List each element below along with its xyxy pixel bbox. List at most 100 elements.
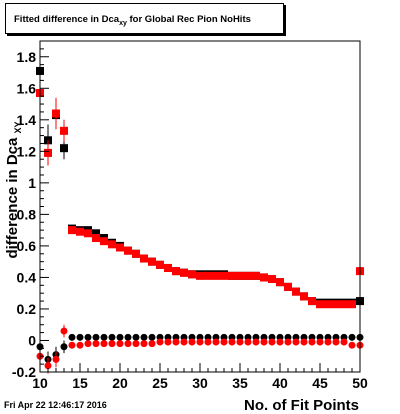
y-axis-label: difference in Dca XY — [4, 121, 23, 258]
data-point — [132, 249, 140, 258]
data-point — [156, 260, 164, 269]
data-point — [244, 338, 252, 346]
data-point — [44, 362, 52, 370]
svg-text:difference in Dca XY: difference in Dca XY — [4, 121, 23, 258]
x-tick-label: 25 — [152, 375, 168, 391]
data-point — [92, 333, 100, 341]
x-tick-label: 40 — [272, 375, 288, 391]
data-point — [84, 229, 92, 238]
data-point — [140, 333, 148, 341]
data-point — [60, 144, 68, 153]
series-0 — [36, 64, 364, 307]
data-point — [236, 338, 244, 346]
data-point — [204, 271, 212, 280]
series-1 — [36, 83, 364, 309]
data-point — [188, 270, 196, 279]
data-point — [108, 333, 116, 341]
data-point — [124, 246, 132, 255]
data-point — [52, 109, 60, 118]
x-tick-label: 50 — [352, 375, 368, 391]
data-point — [164, 338, 172, 346]
y-tick-label: 1.4 — [17, 112, 37, 128]
data-point — [180, 338, 188, 346]
data-point — [196, 271, 204, 280]
data-point — [324, 300, 332, 309]
data-point — [316, 338, 324, 346]
data-point — [100, 237, 108, 246]
y-tick-label: 0 — [28, 332, 36, 348]
data-point — [84, 340, 92, 348]
timestamp: Fri Apr 22 12:46:17 2016 — [4, 400, 107, 410]
data-point — [148, 333, 156, 341]
y-axis-label-subscript: XY — [13, 121, 23, 133]
data-point — [172, 267, 180, 276]
data-point — [60, 343, 68, 351]
y-tick-label: 1.6 — [17, 80, 37, 96]
data-point — [300, 292, 308, 301]
chart-marks — [36, 64, 364, 374]
data-point — [148, 340, 156, 348]
data-point — [180, 268, 188, 277]
data-point — [76, 227, 84, 236]
data-point — [68, 341, 76, 349]
x-tick-label: 45 — [312, 375, 328, 391]
data-point — [164, 263, 172, 272]
data-point — [44, 148, 52, 157]
data-point — [348, 300, 356, 309]
data-point — [148, 257, 156, 266]
data-point — [132, 340, 140, 348]
data-point — [100, 340, 108, 348]
chart-title: Fitted difference in Dcaxy for Global Re… — [14, 14, 251, 27]
data-point — [140, 254, 148, 263]
data-point — [60, 327, 68, 335]
data-point — [252, 338, 260, 346]
data-point — [324, 338, 332, 346]
data-point — [100, 333, 108, 341]
x-tick-label: 30 — [192, 375, 208, 391]
data-point — [108, 340, 116, 348]
x-tick-label: 35 — [232, 375, 248, 391]
data-point — [108, 240, 116, 249]
chart-title-main: Fitted difference in Dca — [14, 14, 120, 25]
plot-frame — [39, 40, 361, 373]
y-tick-label: 1.2 — [17, 143, 37, 159]
data-point — [132, 333, 140, 341]
data-point — [348, 341, 356, 349]
data-point — [292, 287, 300, 296]
data-point — [300, 338, 308, 346]
x-axis-label: No. of Fit Points — [244, 397, 359, 414]
data-point — [68, 226, 76, 235]
y-tick-label: 0.6 — [17, 238, 37, 254]
data-point — [212, 271, 220, 280]
data-point — [268, 338, 276, 346]
data-point — [92, 234, 100, 243]
y-tick-label: 0.4 — [17, 269, 37, 285]
data-point — [276, 278, 284, 287]
data-point — [252, 271, 260, 280]
data-point — [332, 300, 340, 309]
data-point — [124, 333, 132, 341]
data-point — [124, 340, 132, 348]
data-point — [316, 300, 324, 309]
data-point — [84, 333, 92, 341]
data-point — [308, 338, 316, 346]
data-point — [260, 338, 268, 346]
data-point — [92, 340, 100, 348]
y-tick-label: 0.2 — [17, 301, 37, 317]
x-tick-label: 20 — [112, 375, 128, 391]
data-point — [260, 273, 268, 282]
data-point — [268, 275, 276, 284]
data-point — [172, 338, 180, 346]
axes: 10 15 20 25 30 35 40 45 50 -0.2 0 0.2 0.4 0.6 0.8 1 1.2 1… — [12, 40, 368, 391]
data-point — [196, 338, 204, 346]
data-point — [116, 333, 124, 341]
chart-title-box: Fitted difference in Dcaxy for Global Re… — [5, 3, 284, 34]
y-tick-label: 0.8 — [17, 206, 37, 222]
data-point — [308, 297, 316, 306]
data-point — [244, 271, 252, 280]
y-tick-label: 1.8 — [17, 49, 37, 65]
data-point — [76, 341, 84, 349]
data-point — [204, 338, 212, 346]
data-point — [284, 282, 292, 291]
